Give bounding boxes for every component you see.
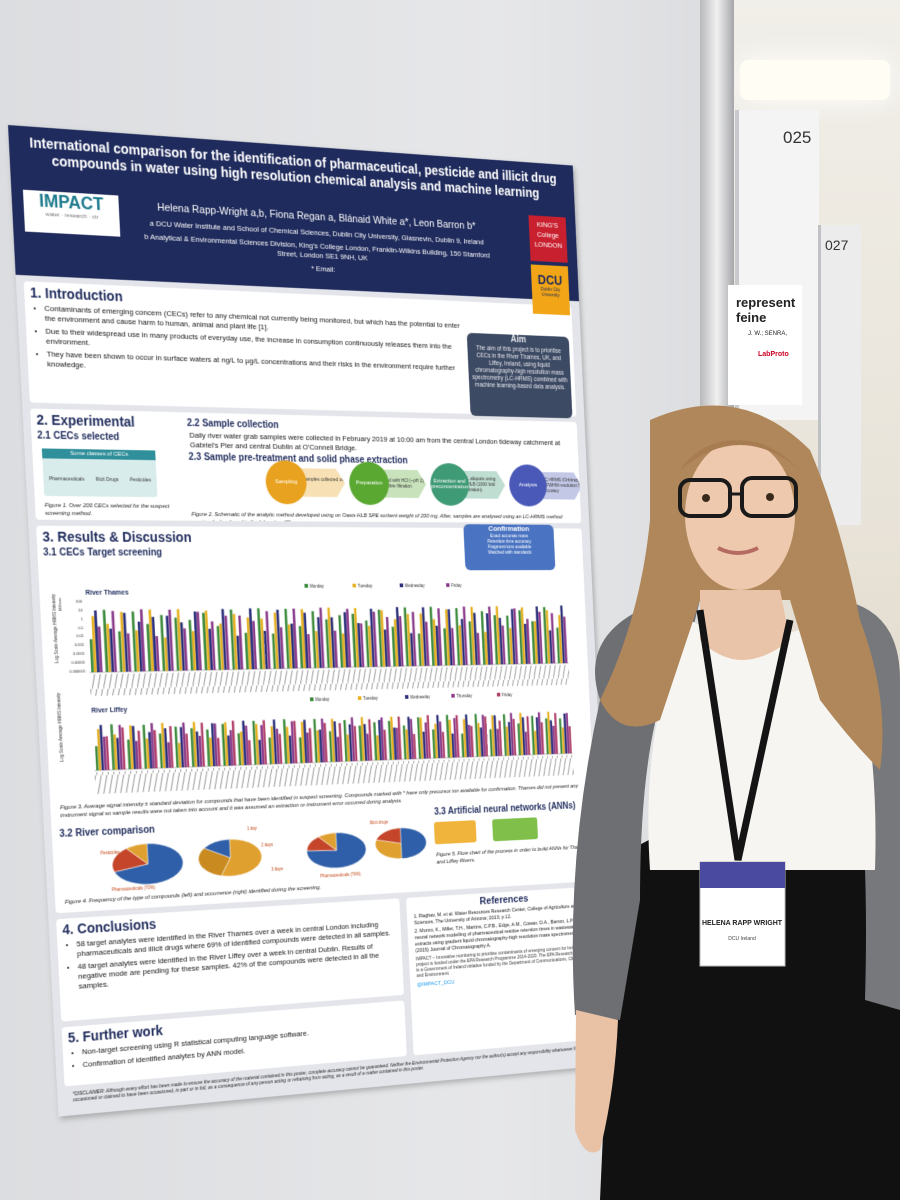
- hair-fringe: [680, 440, 800, 470]
- chart-bar: [118, 631, 123, 672]
- y-tick-label: 0.1: [78, 625, 84, 630]
- neighbour-title: feine: [736, 310, 767, 325]
- badge-name: HELENA RAPP WRIGHT: [702, 920, 783, 927]
- pie-label: 3 days: [271, 866, 284, 871]
- pie-label: 2 days: [261, 842, 274, 847]
- chart-title: River Thames: [85, 590, 129, 597]
- pie-label: 1 day: [247, 826, 258, 831]
- chart-bar: [121, 727, 126, 770]
- pie-label: Pharmaceuticals (76%): [320, 872, 361, 879]
- chart-bar: [99, 724, 105, 771]
- chart-bar: [95, 746, 99, 771]
- legend-label: Friday: [451, 583, 462, 588]
- legend-label: Monday: [310, 584, 325, 589]
- glasses-left: [678, 478, 732, 518]
- mouth: [717, 546, 759, 555]
- legend-label: Wednesday: [410, 694, 431, 699]
- neighbour-poster: represent feine J. W.; SENRA, LabProto: [728, 285, 802, 405]
- legend-label: Wednesday: [405, 583, 426, 588]
- neck: [700, 590, 790, 660]
- board-number: 027: [825, 237, 849, 253]
- chart-bar: [127, 739, 132, 770]
- board-number: 025: [783, 128, 812, 147]
- y-tick-label: 0.0001: [73, 651, 85, 656]
- y-tick-label: 0.001: [75, 642, 85, 647]
- neighbour-author: J. W.; SENRA,: [748, 331, 788, 337]
- x-label-band: [89, 664, 570, 696]
- pie-slice: [112, 848, 149, 873]
- neighbour-board: 027: [818, 225, 861, 525]
- pie-slice: [113, 842, 184, 886]
- y-tick-label: 0.00001: [71, 660, 85, 665]
- axis-label: Log Scale Average HRMS Intensity: [51, 593, 59, 663]
- chart-bar: [102, 736, 107, 771]
- y-tick-label: 0.01: [76, 634, 84, 639]
- hand: [575, 1010, 618, 1153]
- chart-bar: [126, 633, 132, 672]
- y-tick-label: 0.000001: [70, 669, 86, 674]
- pie-label: Pesticides: [100, 850, 120, 856]
- eye: [766, 493, 774, 501]
- chart-bar: [135, 740, 140, 769]
- pie-label: Pharmaceuticals (70%): [112, 885, 156, 892]
- chart-bar: [89, 639, 94, 673]
- legend-label: Friday: [502, 692, 513, 697]
- chart-bar: [109, 628, 115, 672]
- bar-charts: River Thames Log Scale Average HRMS Inten…: [51, 583, 582, 795]
- legend-label: Tuesday: [363, 696, 379, 701]
- chart-bar: [96, 729, 102, 771]
- lanyard: [696, 609, 794, 861]
- chart-title: River Liffey: [91, 707, 127, 715]
- chart-bar: [113, 734, 118, 770]
- axis-label: Log Scale Average HRMS Intensity: [56, 692, 64, 762]
- y-tick-label: 10: [78, 607, 83, 612]
- pie-charts: Pesticides Pharmaceuticals (70%) 1 day 2 da…: [100, 820, 433, 892]
- legend-label: Monday: [315, 697, 330, 702]
- neighbour-logo: LabProto: [758, 351, 789, 358]
- poster: International comparison for the identif…: [8, 125, 615, 1117]
- legend-label: Tuesday: [358, 584, 374, 589]
- chart-bar: [110, 724, 115, 770]
- ceiling-light: [740, 60, 890, 100]
- chart-bar: [118, 724, 123, 770]
- results-section: 3. Results & Discussion 3.1 CECs Target …: [36, 525, 598, 914]
- badge-affiliation: DCU Ireland: [728, 936, 756, 942]
- y-tick-label: 1: [81, 616, 83, 621]
- legend-label: Thursday: [456, 693, 472, 698]
- x-label-band: [94, 755, 574, 795]
- skirt: [600, 830, 900, 1200]
- chart-bar: [105, 736, 110, 771]
- eye: [702, 494, 710, 502]
- y-tick-label: 100: [76, 599, 83, 604]
- pie-label: Illicit drugs: [370, 820, 389, 826]
- chart-bar: [116, 737, 121, 770]
- neighbour-title: represent: [736, 295, 796, 310]
- badge-banner: [700, 862, 785, 888]
- axis-unit: Millions: [57, 598, 63, 611]
- glasses-right: [740, 476, 798, 518]
